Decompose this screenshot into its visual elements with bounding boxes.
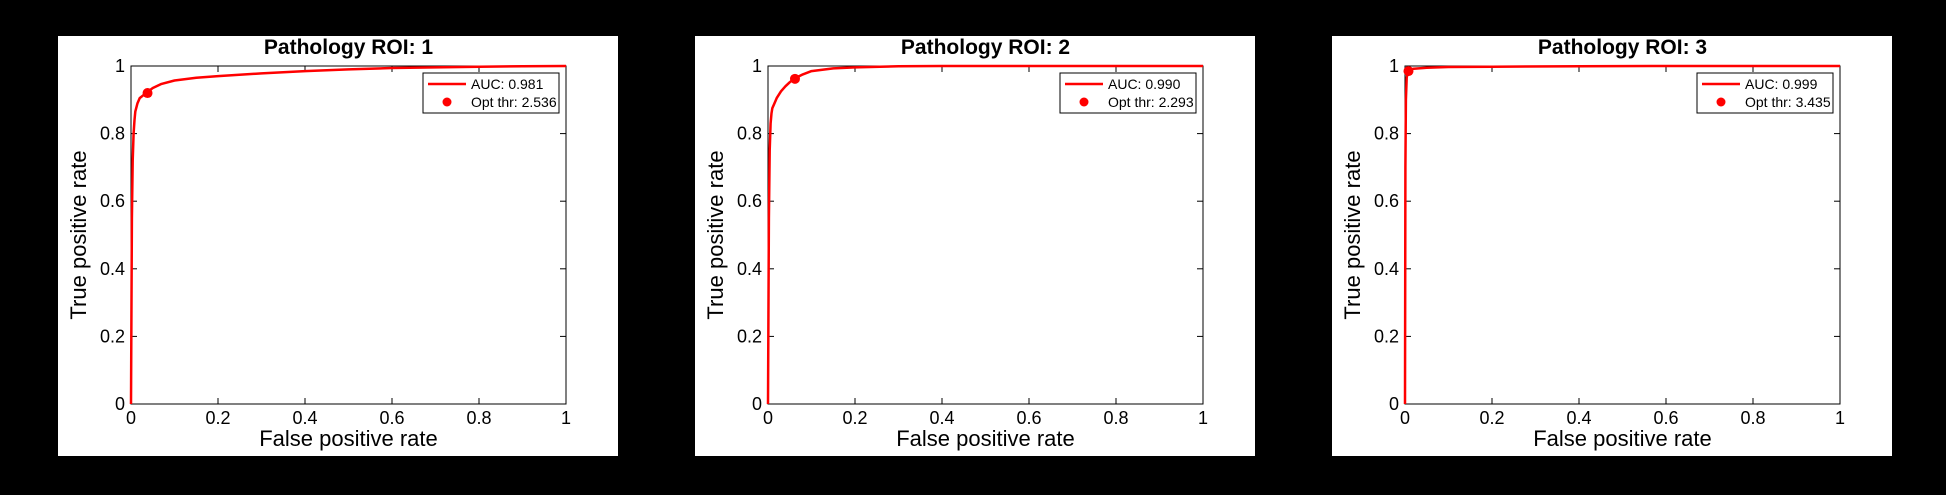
chart-title: Pathology ROI: 1 bbox=[264, 36, 434, 59]
plot-area-frame bbox=[1404, 65, 1841, 405]
y-tick-label: 0.8 bbox=[100, 124, 125, 144]
roc-chart-2: Pathology ROI: 2 0 0.2 0.4 0.6 0.8 1 0 0.2 0.4 0.6… bbox=[703, 36, 1208, 451]
legend-entry-label: AUC: 0.981 bbox=[471, 76, 544, 92]
legend-point-swatch bbox=[1716, 97, 1726, 107]
y-tick-label: 0.4 bbox=[100, 259, 125, 279]
legend-box bbox=[422, 72, 560, 114]
legend-box bbox=[1059, 72, 1197, 114]
legend-entry-label: Opt thr: 2.536 bbox=[471, 94, 557, 110]
roc-curve-line bbox=[1403, 64, 1840, 405]
y-tick-label: 0.8 bbox=[1374, 124, 1399, 144]
y-tick-label: 0 bbox=[1389, 394, 1399, 414]
x-tick-label: 1 bbox=[1835, 408, 1845, 428]
x-axis-label: False positive rate bbox=[259, 426, 438, 451]
x-tick-label: 0 bbox=[1400, 408, 1410, 428]
legend-entry-label: AUC: 0.999 bbox=[1745, 76, 1818, 92]
y-tick-label: 0.2 bbox=[1374, 326, 1399, 346]
legend-entry-label: Opt thr: 2.293 bbox=[1108, 94, 1194, 110]
x-tick-label: 0.2 bbox=[205, 408, 230, 428]
x-tick-label: 0.4 bbox=[929, 408, 954, 428]
chart-title: Pathology ROI: 3 bbox=[1538, 36, 1707, 59]
x-tick-label: 0.8 bbox=[1103, 408, 1128, 428]
x-tick-label: 0.6 bbox=[1016, 408, 1041, 428]
chart-title: Pathology ROI: 2 bbox=[901, 36, 1070, 59]
x-tick-label: 1 bbox=[561, 408, 571, 428]
y-tick-label: 1 bbox=[1389, 56, 1399, 76]
x-tick-label: 0.6 bbox=[1653, 408, 1678, 428]
y-axis-label: True positive rate bbox=[703, 150, 728, 319]
plot-area-frame bbox=[130, 65, 567, 405]
chart-panel-3: Pathology ROI: 3 0 0.2 0.4 0.6 0.8 1 0 0.2 0.4 0.6… bbox=[1332, 36, 1892, 456]
x-tick-label: 0.6 bbox=[379, 408, 404, 428]
y-tick-label: 0 bbox=[752, 394, 762, 414]
roc-curve-line bbox=[129, 64, 567, 405]
roc-curve-line bbox=[766, 64, 1203, 405]
y-axis-label: True positive rate bbox=[1340, 150, 1365, 319]
x-tick-label: 0.4 bbox=[1566, 408, 1591, 428]
plot-area-frame bbox=[767, 65, 1204, 405]
y-tick-label: 0.8 bbox=[737, 124, 762, 144]
roc-chart-1: Pathology ROI: 1 0 0.2 0.4 0.6 0.8 1 0 0.2 0.4 0.6… bbox=[66, 36, 571, 451]
x-tick-label: 0.2 bbox=[1479, 408, 1504, 428]
optimal-threshold-point bbox=[1403, 66, 1414, 77]
y-tick-label: 0.4 bbox=[737, 259, 762, 279]
y-tick-label: 0.6 bbox=[1374, 191, 1399, 211]
x-tick-label: 0.8 bbox=[1740, 408, 1765, 428]
y-tick-label: 1 bbox=[115, 56, 125, 76]
y-axis-label: True positive rate bbox=[66, 150, 91, 319]
y-tick-label: 0.2 bbox=[100, 326, 125, 346]
y-tick-label: 0.6 bbox=[737, 191, 762, 211]
x-tick-label: 0 bbox=[126, 408, 136, 428]
x-tick-label: 0.8 bbox=[466, 408, 491, 428]
chart-panel-1: Pathology ROI: 1 0 0.2 0.4 0.6 0.8 1 0 0.2 0.4 0.6… bbox=[58, 36, 618, 456]
x-tick-label: 0 bbox=[763, 408, 773, 428]
legend-point-swatch bbox=[442, 97, 452, 107]
y-tick-label: 0 bbox=[115, 394, 125, 414]
x-tick-label: 0.4 bbox=[292, 408, 317, 428]
chart-panel-2: Pathology ROI: 2 0 0.2 0.4 0.6 0.8 1 0 0.2 0.4 0.6… bbox=[695, 36, 1255, 456]
x-axis-label: False positive rate bbox=[896, 426, 1075, 451]
legend-point-swatch bbox=[1079, 97, 1089, 107]
optimal-threshold-point bbox=[142, 88, 153, 99]
x-axis-label: False positive rate bbox=[1533, 426, 1712, 451]
roc-chart-3: Pathology ROI: 3 0 0.2 0.4 0.6 0.8 1 0 0.2 0.4 0.6… bbox=[1340, 36, 1845, 451]
y-tick-label: 0.4 bbox=[1374, 259, 1399, 279]
y-tick-label: 0.2 bbox=[737, 326, 762, 346]
legend-entry-label: AUC: 0.990 bbox=[1108, 76, 1181, 92]
legend-box bbox=[1696, 72, 1834, 114]
optimal-threshold-point bbox=[789, 73, 800, 84]
x-tick-label: 0.2 bbox=[842, 408, 867, 428]
legend-entry-label: Opt thr: 3.435 bbox=[1745, 94, 1831, 110]
y-tick-label: 0.6 bbox=[100, 191, 125, 211]
x-tick-label: 1 bbox=[1198, 408, 1208, 428]
y-tick-label: 1 bbox=[752, 56, 762, 76]
